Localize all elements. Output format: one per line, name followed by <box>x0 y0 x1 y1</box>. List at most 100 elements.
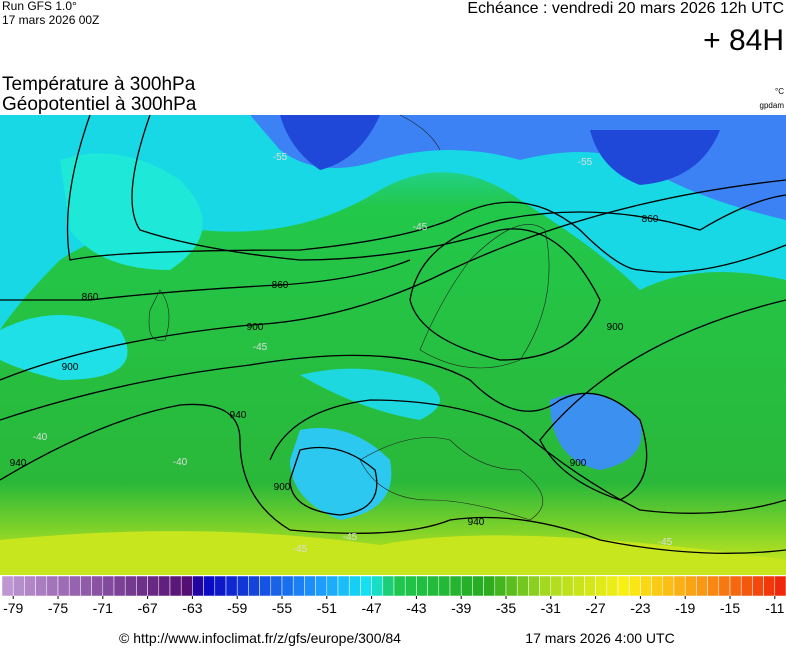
colorbar-swatch <box>180 575 193 597</box>
colorbar-swatch <box>236 575 249 597</box>
colorbar-swatch <box>550 575 563 597</box>
colorbar-tick-label: -39 <box>451 600 471 616</box>
colorbar-swatch <box>651 575 664 597</box>
colorbar-swatch <box>774 575 786 597</box>
colorbar-tick-label: -55 <box>272 600 292 616</box>
colorbar-swatch <box>292 575 305 597</box>
echeance: Echéance : vendredi 20 mars 2026 12h UTC <box>467 0 784 17</box>
cold-zone <box>300 368 440 420</box>
colorbar-swatch <box>80 575 92 597</box>
cold-cut-off <box>290 428 392 520</box>
contour-label: 860 <box>82 292 99 303</box>
colorbar-tick-label: -23 <box>630 600 650 616</box>
coastline <box>359 437 544 521</box>
colorbar-swatch <box>696 575 708 597</box>
contour <box>131 114 786 361</box>
contour-label: -45 <box>658 537 673 548</box>
contour-label: 900 <box>570 458 587 469</box>
colorbar-swatch <box>281 575 294 597</box>
colorbar-swatch <box>12 575 25 597</box>
cold-zone <box>0 115 786 330</box>
lead-time: + 84H <box>703 24 784 57</box>
geopotential-contours <box>0 114 786 554</box>
colorbar-swatch <box>348 575 361 597</box>
colorbar-swatch <box>584 575 596 597</box>
colorbar-swatch <box>752 575 764 597</box>
colorbar-swatch <box>248 575 260 597</box>
colorbar-swatch <box>763 575 776 597</box>
contour-label: -55 <box>273 152 288 163</box>
colorbar-swatch <box>1 575 14 597</box>
colorbar-swatch <box>673 575 686 597</box>
colorbar-swatch <box>203 575 216 597</box>
colorbar-swatch <box>91 575 104 597</box>
colorbar-swatch <box>460 575 473 597</box>
colorbar-swatch <box>304 575 316 597</box>
colorbar-tick-label: -47 <box>361 600 381 616</box>
colorbar-swatch <box>707 575 720 597</box>
colorbar-swatch <box>270 575 283 597</box>
colorbar-swatch <box>404 575 417 597</box>
title-temp: Température à 300hPa <box>2 74 196 95</box>
contour <box>269 399 786 514</box>
colorbar-swatch <box>147 575 160 597</box>
contour-label: 900 <box>274 482 291 493</box>
colorbar-tick-label: -59 <box>227 600 247 616</box>
colorbar-swatch <box>169 575 182 597</box>
map: 860 860 860 900 900 900 900 940 940 940 900 -45 -45 -… <box>0 114 786 575</box>
contour-label: 940 <box>10 458 27 469</box>
source-url: © http://www.infoclimat.fr/z/gfs/europe/… <box>119 630 401 646</box>
colorbar-swatch <box>740 575 753 597</box>
run: 17 mars 2026 00Z <box>2 13 99 27</box>
colorbar-swatch <box>483 575 496 597</box>
contour-label: -40 <box>33 432 48 443</box>
issue-date: 17 mars 2026 4:00 UTC <box>525 630 674 646</box>
colorbar-swatch <box>46 575 59 597</box>
contour-label: -45 <box>293 544 308 555</box>
contour <box>0 299 786 501</box>
colorbar-tick-label: -71 <box>93 600 113 616</box>
contour <box>66 114 786 273</box>
colorbar-swatch <box>628 575 641 597</box>
colorbar-swatch <box>416 575 428 597</box>
colorbar-tick-label: -63 <box>182 600 202 616</box>
contour-label: 940 <box>468 517 485 528</box>
warm-zone <box>0 531 786 575</box>
contour <box>0 179 786 381</box>
colorbar-swatch <box>595 575 608 597</box>
colorbar-swatch <box>158 575 171 597</box>
contour-label: 860 <box>642 214 659 225</box>
coastlines <box>148 114 550 521</box>
colorbar-swatch <box>684 575 697 597</box>
colorbar-swatch <box>505 575 518 597</box>
colorbar-swatch <box>102 575 115 597</box>
colorbar-swatch <box>326 575 339 597</box>
colorbar-swatch <box>572 575 585 597</box>
contour <box>289 446 378 516</box>
contour <box>0 259 411 301</box>
contour-label: 940 <box>230 410 247 421</box>
colorbar-swatch <box>516 575 529 597</box>
colorbar-tick-label: -79 <box>3 600 23 616</box>
unit-temp: °C <box>775 87 784 96</box>
colorbar-swatch <box>393 575 406 597</box>
cold-trough <box>550 393 642 470</box>
colorbar-swatch <box>729 575 742 597</box>
colorbar-swatch <box>371 575 384 597</box>
colorbar-swatch <box>617 575 630 597</box>
contour <box>0 403 786 554</box>
colorbar-swatch <box>259 575 272 597</box>
coastline <box>419 224 550 369</box>
colorbar-tick-label: -35 <box>496 600 516 616</box>
cyan-zone <box>60 153 203 270</box>
colorbar-swatch <box>57 575 70 597</box>
colorbar-tick-label: -31 <box>541 600 561 616</box>
colorbar-swatch <box>360 575 372 597</box>
colorbar-swatch <box>561 575 574 597</box>
colorbar-swatch <box>606 575 619 597</box>
coastline <box>148 114 441 341</box>
unit-geo: gpdam <box>760 101 785 110</box>
colorbar-swatch <box>662 575 675 597</box>
contour-label: 900 <box>62 362 79 373</box>
